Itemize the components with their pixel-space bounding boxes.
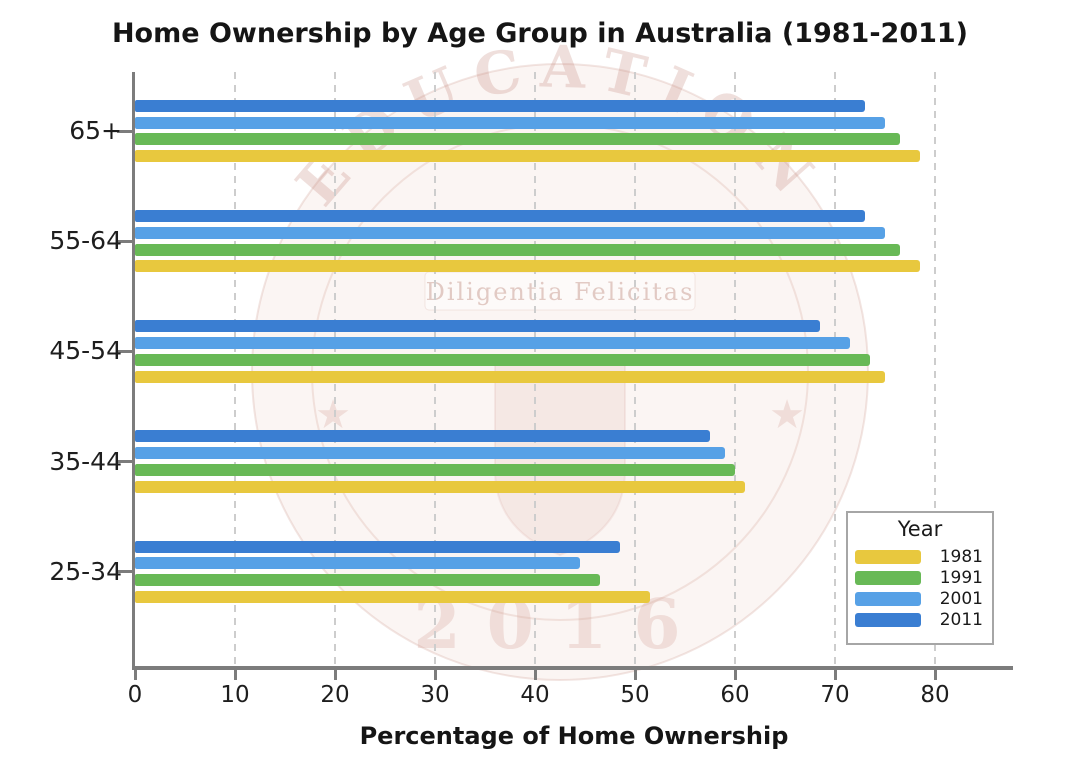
legend-swatch-2001 [855, 591, 921, 606]
bar-45-54-2011 [135, 320, 820, 333]
gridline [934, 72, 936, 666]
y-tick [117, 570, 133, 574]
x-axis-title: Percentage of Home Ownership [359, 722, 789, 750]
y-tick [117, 129, 133, 133]
y-category-label: 45-54 [49, 336, 122, 366]
bar-25-34-1981 [135, 591, 650, 603]
legend-label: 1981 [939, 546, 983, 567]
x-tick [333, 669, 337, 680]
gridline [434, 72, 436, 666]
x-tick-label: 30 [420, 682, 450, 708]
y-tick [117, 460, 133, 464]
x-tick [433, 669, 437, 680]
gridline [634, 72, 636, 666]
x-tick [733, 669, 737, 680]
x-tick-label: 70 [820, 682, 850, 708]
bar-55-64-1991 [135, 243, 900, 256]
legend-swatch-1991 [855, 570, 921, 585]
bar-55-64-2011 [135, 210, 865, 222]
bar-55-64-1981 [135, 260, 920, 273]
x-tick-label: 60 [720, 682, 750, 708]
legend-label: 2001 [939, 588, 983, 609]
bar-25-34-1991 [135, 574, 600, 587]
legend-row: 1981 [848, 546, 992, 567]
legend-row: 1991 [848, 567, 992, 588]
gridline [334, 72, 336, 666]
x-tick [533, 669, 537, 680]
bar-65+-2001 [135, 116, 885, 129]
bar-45-54-1991 [135, 353, 870, 366]
legend-swatch-2011 [855, 612, 921, 627]
x-tick-label: 0 [127, 682, 143, 708]
bar-55-64-2001 [135, 226, 885, 239]
bar-45-54-2001 [135, 337, 850, 349]
bar-25-34-2001 [135, 557, 580, 570]
bar-35-44-2011 [135, 430, 710, 443]
gridline [534, 72, 536, 666]
gridline [834, 72, 836, 666]
y-category-label: 35-44 [49, 446, 122, 476]
y-category-label: 65+ [69, 116, 122, 145]
x-tick [233, 669, 237, 680]
legend: Year 1981 1991 2001 2011 [846, 511, 994, 645]
x-tick [133, 669, 137, 680]
legend-row: 2001 [848, 588, 992, 609]
x-tick [833, 669, 837, 680]
bar-65+-2011 [135, 99, 865, 112]
bar-25-34-2011 [135, 540, 620, 553]
bar-35-44-1991 [135, 464, 735, 476]
bar-35-44-2001 [135, 447, 725, 460]
legend-swatch-1981 [855, 549, 921, 564]
y-category-label: 25-34 [49, 556, 122, 586]
bar-45-54-1981 [135, 370, 885, 383]
x-tick-label: 10 [220, 682, 250, 708]
x-tick-label: 20 [320, 682, 350, 708]
x-tick-label: 50 [620, 682, 650, 708]
gridline [734, 72, 736, 666]
x-tick-label: 80 [920, 682, 950, 708]
bar-35-44-1981 [135, 480, 745, 493]
y-tick [117, 239, 133, 243]
gridline [234, 72, 236, 666]
x-tick-label: 40 [520, 682, 550, 708]
x-axis-line [132, 666, 1013, 670]
x-tick [633, 669, 637, 680]
legend-label: 2011 [939, 609, 983, 630]
chart-title: Home Ownership by Age Group in Australia… [111, 18, 969, 49]
y-axis-line [132, 72, 135, 670]
y-category-label: 55-64 [49, 226, 122, 256]
legend-label: 1991 [939, 567, 983, 588]
x-tick [933, 669, 937, 680]
legend-title: Year [897, 517, 943, 541]
legend-row: 2011 [848, 609, 992, 630]
bar-65+-1991 [135, 133, 900, 146]
y-tick [117, 349, 133, 353]
bar-65+-1981 [135, 150, 920, 163]
